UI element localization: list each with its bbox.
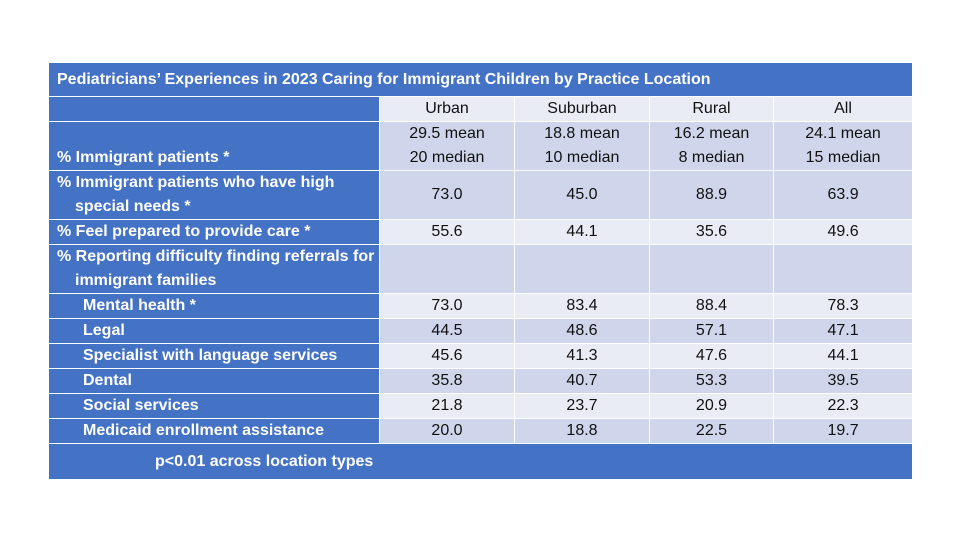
row-label-referral-difficulty: % Reporting difficulty finding referrals…	[48, 244, 380, 294]
mean-value: 16.2 mean	[673, 125, 750, 142]
cell-social-services-suburban: 23.7	[514, 393, 650, 419]
cell-high-special-needs-all: 63.9	[772, 170, 914, 220]
cell-specialist-language-suburban: 41.3	[514, 343, 650, 369]
row-label-dental: Dental	[48, 368, 380, 394]
cell-feel-prepared-rural: 35.6	[649, 219, 774, 245]
row-label-specialist-language: Specialist with language services	[48, 343, 380, 369]
cell-specialist-language-rural: 47.6	[649, 343, 774, 369]
cell-legal-urban: 44.5	[379, 318, 515, 344]
median-value: 8 median	[678, 149, 745, 166]
cell-immigrant-patients-all: 24.1 mean 15 median	[772, 121, 914, 171]
mean-value: 29.5 mean	[409, 125, 485, 142]
cell-dental-rural: 53.3	[649, 368, 774, 394]
cell-specialist-language-urban: 45.6	[379, 343, 515, 369]
cell-legal-suburban: 48.6	[514, 318, 650, 344]
cell-medicaid-enrollment-urban: 20.0	[379, 418, 515, 444]
table-footnote: p<0.01 across location types	[47, 443, 914, 480]
cell-medicaid-enrollment-suburban: 18.8	[514, 418, 650, 444]
cell-feel-prepared-all: 49.6	[772, 219, 914, 245]
mean-value: 24.1 mean	[805, 125, 881, 142]
row-label-medicaid-enrollment: Medicaid enrollment assistance	[48, 418, 380, 444]
cell-referral-difficulty-all	[772, 244, 914, 294]
median-value: 10 median	[544, 149, 620, 166]
mean-value: 18.8 mean	[544, 125, 620, 142]
cell-mental-health-urban: 73.0	[379, 293, 515, 319]
cell-social-services-all: 22.3	[772, 393, 914, 419]
cell-high-special-needs-urban: 73.0	[379, 170, 515, 220]
row-label-social-services: Social services	[48, 393, 380, 419]
cell-high-special-needs-suburban: 45.0	[514, 170, 650, 220]
row-label-mental-health: Mental health *	[48, 293, 380, 319]
column-header-rural: Rural	[649, 96, 774, 122]
header-row-label-blank	[48, 96, 380, 122]
cell-feel-prepared-suburban: 44.1	[514, 219, 650, 245]
cell-medicaid-enrollment-rural: 22.5	[649, 418, 774, 444]
cell-mental-health-suburban: 83.4	[514, 293, 650, 319]
cell-mental-health-all: 78.3	[772, 293, 914, 319]
row-label-legal: Legal	[48, 318, 380, 344]
cell-social-services-urban: 21.8	[379, 393, 515, 419]
cell-referral-difficulty-rural	[649, 244, 774, 294]
cell-mental-health-rural: 88.4	[649, 293, 774, 319]
cell-feel-prepared-urban: 55.6	[379, 219, 515, 245]
cell-legal-rural: 57.1	[649, 318, 774, 344]
median-value: 15 median	[805, 149, 881, 166]
cell-referral-difficulty-urban	[379, 244, 515, 294]
median-value: 20 median	[409, 149, 485, 166]
row-label-feel-prepared: % Feel prepared to provide care *	[48, 219, 380, 245]
cell-immigrant-patients-suburban: 18.8 mean 10 median	[514, 121, 650, 171]
cell-immigrant-patients-urban: 29.5 mean 20 median	[379, 121, 515, 171]
row-label-immigrant-patients: % Immigrant patients *	[48, 121, 380, 171]
cell-referral-difficulty-suburban	[514, 244, 650, 294]
results-table: Pediatricians’ Experiences in 2023 Carin…	[47, 62, 914, 480]
column-header-suburban: Suburban	[514, 96, 650, 122]
column-header-urban: Urban	[379, 96, 515, 122]
cell-high-special-needs-rural: 88.9	[649, 170, 774, 220]
column-header-all: All	[772, 96, 914, 122]
cell-dental-all: 39.5	[772, 368, 914, 394]
cell-social-services-rural: 20.9	[649, 393, 774, 419]
cell-immigrant-patients-rural: 16.2 mean 8 median	[649, 121, 774, 171]
table-title: Pediatricians’ Experiences in 2023 Carin…	[47, 62, 914, 97]
cell-dental-urban: 35.8	[379, 368, 515, 394]
cell-legal-all: 47.1	[772, 318, 914, 344]
cell-medicaid-enrollment-all: 19.7	[772, 418, 914, 444]
row-label-high-special-needs: % Immigrant patients who have high speci…	[48, 170, 380, 220]
cell-dental-suburban: 40.7	[514, 368, 650, 394]
cell-specialist-language-all: 44.1	[772, 343, 914, 369]
